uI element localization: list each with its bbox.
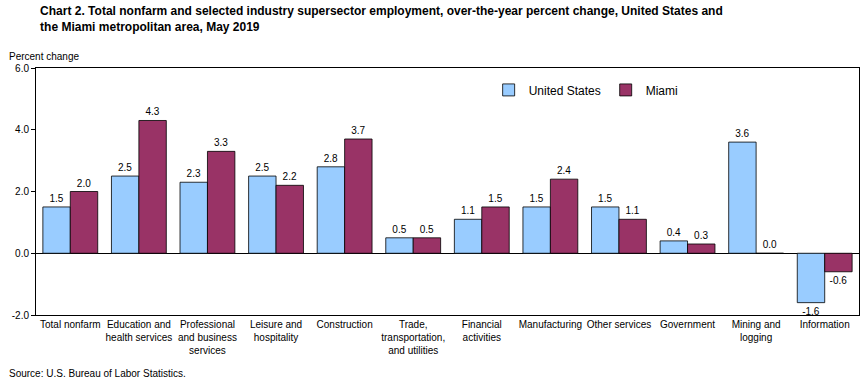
svg-text:2.2: 2.2 xyxy=(283,171,297,182)
svg-text:2.5: 2.5 xyxy=(118,162,132,173)
svg-text:2.0: 2.0 xyxy=(77,178,91,189)
svg-text:0.0: 0.0 xyxy=(763,239,777,250)
svg-text:2.5: 2.5 xyxy=(255,162,269,173)
svg-text:Professionaland businessservic: Professionaland businessservices xyxy=(178,319,237,356)
svg-text:Other services: Other services xyxy=(587,319,651,330)
svg-text:0.5: 0.5 xyxy=(420,224,434,235)
svg-text:3.3: 3.3 xyxy=(214,137,228,148)
svg-text:1.5: 1.5 xyxy=(49,193,63,204)
svg-text:Percent change: Percent change xyxy=(9,51,79,62)
svg-text:1.5: 1.5 xyxy=(529,193,543,204)
svg-text:2.8: 2.8 xyxy=(324,153,338,164)
svg-text:Government: Government xyxy=(660,319,715,330)
svg-text:0.0: 0.0 xyxy=(15,248,29,259)
svg-text:Source: U.S. Bureau of Labor S: Source: U.S. Bureau of Labor Statistics. xyxy=(9,368,186,379)
svg-text:Leisure andhospitality: Leisure andhospitality xyxy=(250,319,302,343)
svg-text:2.0: 2.0 xyxy=(15,186,29,197)
svg-text:Miami: Miami xyxy=(646,84,678,98)
svg-text:4.3: 4.3 xyxy=(145,106,159,117)
svg-text:0.5: 0.5 xyxy=(392,224,406,235)
svg-text:1.1: 1.1 xyxy=(626,205,640,216)
svg-text:Total nonfarm: Total nonfarm xyxy=(40,319,101,330)
svg-text:1.5: 1.5 xyxy=(488,193,502,204)
svg-text:6.0: 6.0 xyxy=(15,63,29,74)
svg-text:Financialactivities: Financialactivities xyxy=(462,319,502,343)
svg-text:-0.6: -0.6 xyxy=(830,275,848,286)
svg-text:2.4: 2.4 xyxy=(557,165,571,176)
svg-text:3.6: 3.6 xyxy=(735,128,749,139)
svg-text:0.4: 0.4 xyxy=(667,227,681,238)
svg-text:Mining andlogging: Mining andlogging xyxy=(732,319,781,343)
svg-text:United States: United States xyxy=(529,84,601,98)
svg-text:Information: Information xyxy=(800,319,850,330)
svg-text:Manufacturing: Manufacturing xyxy=(519,319,582,330)
svg-text:Chart 2. Total nonfarm and sel: Chart 2. Total nonfarm and selected indu… xyxy=(40,4,723,34)
svg-text:3.7: 3.7 xyxy=(351,125,365,136)
svg-text:1.1: 1.1 xyxy=(461,205,475,216)
svg-text:Trade,transportation,and utili: Trade,transportation,and utilities xyxy=(381,319,445,356)
svg-text:Education andhealth services: Education andhealth services xyxy=(106,319,173,343)
svg-text:1.5: 1.5 xyxy=(598,193,612,204)
svg-text:4.0: 4.0 xyxy=(15,124,29,135)
svg-text:Construction: Construction xyxy=(317,319,373,330)
svg-text:2.3: 2.3 xyxy=(187,168,201,179)
svg-text:0.3: 0.3 xyxy=(694,230,708,241)
svg-text:-2.0: -2.0 xyxy=(12,310,30,321)
svg-text:-1.6: -1.6 xyxy=(802,306,820,317)
